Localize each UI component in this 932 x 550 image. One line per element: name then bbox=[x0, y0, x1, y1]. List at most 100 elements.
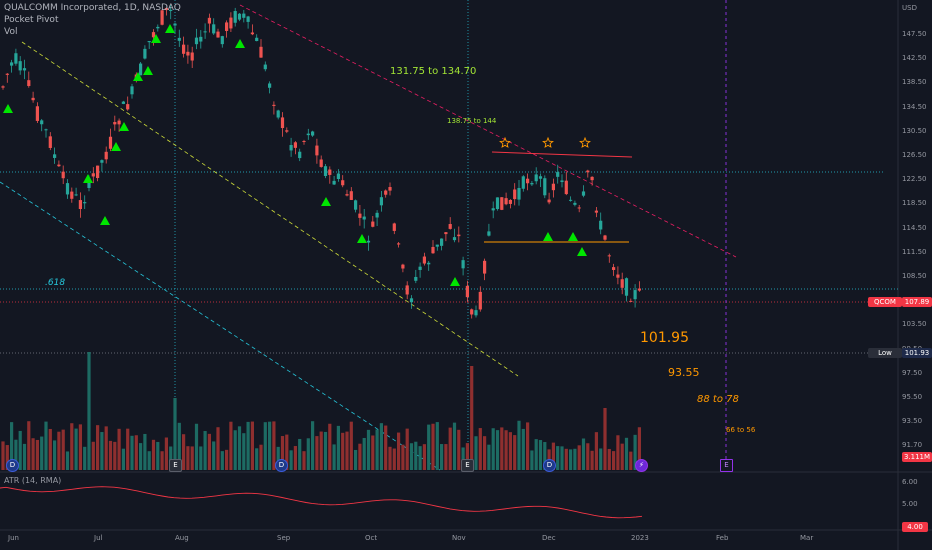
price-candle bbox=[22, 68, 27, 71]
price-candle bbox=[345, 194, 349, 196]
atr-tick-2: 5.00 bbox=[902, 500, 918, 508]
earn-event-marker[interactable]: E bbox=[169, 459, 182, 472]
volume-bar bbox=[44, 421, 48, 470]
price-candle bbox=[177, 37, 181, 41]
pocket-pivot-marker bbox=[143, 66, 153, 75]
price-candle bbox=[225, 22, 229, 31]
price-candle bbox=[388, 187, 392, 191]
volume-bar bbox=[31, 438, 35, 470]
price-candle bbox=[379, 197, 383, 206]
price-tick-label: 103.50 bbox=[902, 320, 927, 329]
price-tick-label: 108.50 bbox=[902, 272, 927, 280]
volume-bar bbox=[233, 430, 237, 470]
price-candle bbox=[169, 9, 173, 12]
price-candle bbox=[147, 41, 151, 43]
volume-bar bbox=[336, 425, 340, 470]
earn-event-marker[interactable]: E bbox=[461, 459, 474, 472]
volume-bar bbox=[306, 438, 310, 470]
volume-bar bbox=[362, 437, 366, 470]
volume-bar bbox=[629, 451, 633, 470]
price-candle bbox=[418, 266, 422, 270]
price-candle bbox=[422, 256, 426, 264]
volume-bar bbox=[96, 425, 100, 470]
target-range-annotation-1: 131.75 to 134.70 bbox=[390, 66, 477, 77]
trendline-pink bbox=[239, 4, 737, 258]
volume-bar bbox=[440, 444, 444, 470]
upcoming-earnings-marker[interactable]: E bbox=[720, 459, 733, 472]
div-event-marker[interactable]: D bbox=[543, 459, 556, 472]
div-event-marker[interactable]: D bbox=[6, 459, 19, 472]
price-candle bbox=[392, 223, 396, 231]
atr-indicator-label[interactable]: ATR (14, RMA) bbox=[4, 476, 62, 485]
price-candle bbox=[40, 120, 44, 125]
price-candle bbox=[543, 178, 547, 196]
volume-bar bbox=[620, 443, 624, 470]
price-candle bbox=[358, 213, 362, 218]
volume-bar bbox=[151, 439, 156, 470]
price-candle bbox=[513, 189, 517, 200]
volume-bar bbox=[470, 366, 474, 470]
target-range-annotation-2: 138.75 to 144 bbox=[447, 117, 497, 125]
volume-bar bbox=[478, 428, 482, 470]
volume-bar bbox=[250, 421, 254, 470]
volume-bar bbox=[612, 451, 616, 470]
price-candle bbox=[607, 255, 611, 257]
price-tick-label: 97.50 bbox=[902, 368, 923, 377]
pocket-pivot-marker bbox=[83, 174, 93, 183]
price-candle bbox=[629, 300, 633, 302]
price-candle bbox=[504, 198, 508, 205]
price-candle bbox=[250, 32, 254, 35]
price-candle bbox=[10, 62, 14, 66]
price-candle bbox=[91, 173, 95, 177]
atr-line bbox=[0, 486, 643, 519]
price-tick-label: 114.50 bbox=[902, 223, 927, 232]
indicator-volume[interactable]: Vol bbox=[4, 27, 18, 37]
price-candle bbox=[203, 31, 207, 33]
price-candle bbox=[233, 11, 237, 23]
volume-bar bbox=[341, 432, 345, 470]
volume-bar bbox=[242, 433, 246, 470]
time-axis-label: Jul bbox=[94, 534, 103, 542]
volume-bar bbox=[379, 423, 383, 470]
volume-bar bbox=[212, 441, 216, 470]
price-tick-label: 130.50 bbox=[902, 126, 927, 135]
volume-bar bbox=[207, 433, 211, 470]
star-marker bbox=[542, 136, 554, 148]
volume-bar bbox=[280, 436, 285, 470]
volume-bar bbox=[526, 422, 530, 470]
volume-bar bbox=[637, 427, 641, 470]
price-candle bbox=[612, 267, 616, 270]
pocket-pivot-marker bbox=[151, 34, 161, 43]
resistance-line bbox=[491, 151, 633, 158]
indicator-pocket-pivot[interactable]: Pocket Pivot bbox=[4, 15, 59, 25]
volume-bar bbox=[285, 434, 289, 470]
current-price-tag: 107.89 bbox=[902, 297, 932, 307]
target-annotation-4: 66 to 56 bbox=[726, 426, 756, 434]
div-event-marker[interactable]: D bbox=[275, 459, 288, 472]
volume-bar bbox=[401, 444, 405, 470]
price-candle bbox=[96, 165, 100, 179]
volume-bar bbox=[139, 443, 143, 470]
price-candle bbox=[126, 104, 130, 110]
price-candle bbox=[87, 178, 91, 188]
price-candle bbox=[341, 180, 345, 186]
price-candle bbox=[139, 63, 143, 76]
price-candle bbox=[302, 141, 306, 143]
price-candle bbox=[435, 244, 439, 247]
price-candle bbox=[113, 122, 117, 125]
volume-bar bbox=[203, 431, 207, 470]
price-tick-label: 122.50 bbox=[902, 175, 927, 184]
low-price-tag: 101.93 bbox=[902, 348, 932, 358]
volume-bar bbox=[48, 428, 52, 470]
split-event-marker[interactable]: ⚡ bbox=[635, 459, 648, 472]
price-candle bbox=[366, 240, 371, 243]
volume-bar bbox=[517, 420, 521, 470]
price-candle bbox=[547, 199, 551, 203]
price-tick-label: 93.50 bbox=[902, 417, 923, 426]
volume-bar bbox=[409, 443, 414, 470]
volume-bar bbox=[143, 433, 147, 470]
pocket-pivot-marker bbox=[111, 142, 121, 151]
price-candle bbox=[306, 133, 310, 136]
volume-bar bbox=[564, 448, 568, 470]
